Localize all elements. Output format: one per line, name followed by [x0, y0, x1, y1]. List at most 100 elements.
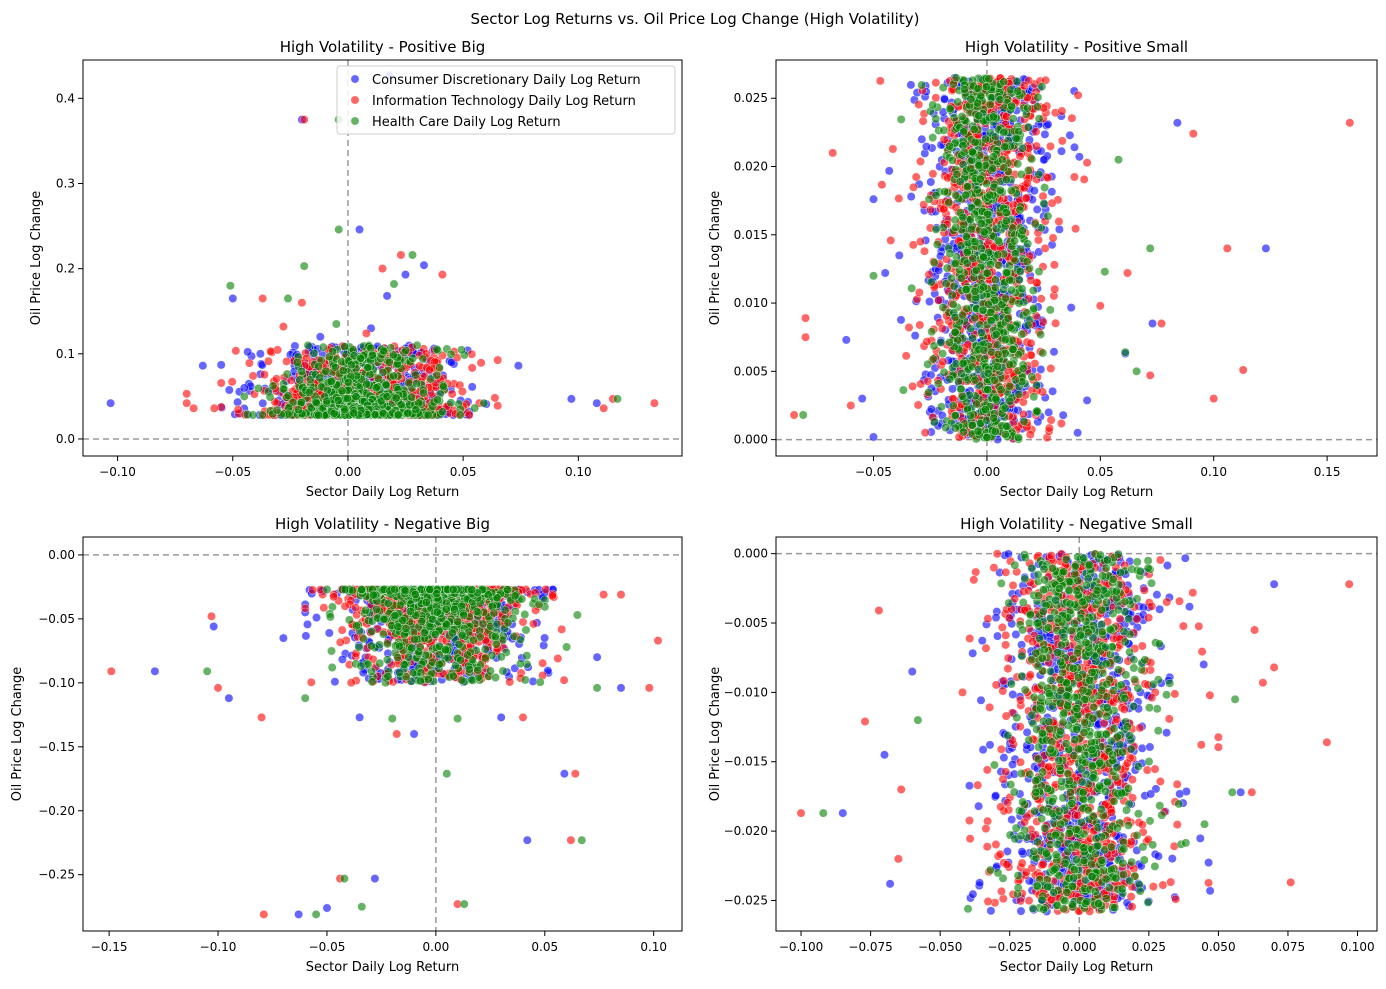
data-point-series-0 — [338, 655, 346, 663]
data-point-series-1 — [1157, 319, 1165, 327]
data-point-series-1 — [217, 379, 225, 387]
data-point-series-2 — [945, 338, 953, 346]
data-point-series-2 — [869, 272, 877, 280]
data-point-series-1 — [1047, 364, 1055, 372]
data-point-series-1 — [477, 359, 485, 367]
legend-marker — [351, 75, 359, 83]
data-point-series-1 — [909, 183, 917, 191]
data-point-series-2 — [967, 225, 975, 233]
data-point-series-1 — [1047, 416, 1055, 424]
data-point-series-2 — [942, 423, 950, 431]
data-point-series-2 — [1000, 164, 1008, 172]
data-point-series-1 — [259, 294, 267, 302]
data-point-series-1 — [491, 394, 499, 402]
data-point-series-2 — [1036, 330, 1044, 338]
data-point-series-2 — [930, 342, 938, 350]
data-point-series-2 — [947, 274, 955, 282]
data-point-series-2 — [1011, 376, 1019, 384]
data-point-series-2 — [946, 249, 954, 257]
data-point-series-2 — [981, 355, 989, 363]
data-point-series-1 — [895, 194, 903, 202]
data-point-series-2 — [1004, 314, 1012, 322]
data-point-series-1 — [932, 79, 940, 87]
data-point-series-2 — [976, 175, 984, 183]
data-point-series-2 — [315, 411, 323, 419]
data-point-series-2 — [958, 392, 966, 400]
data-point-series-2 — [1003, 422, 1011, 430]
data-point-series-0 — [1173, 119, 1181, 127]
data-point-series-2 — [1029, 286, 1037, 294]
data-point-series-2 — [364, 364, 372, 372]
data-point-series-2 — [929, 133, 937, 141]
data-point-series-1 — [1058, 107, 1066, 115]
data-point-series-0 — [1148, 319, 1156, 327]
data-point-series-1 — [1048, 199, 1056, 207]
data-point-series-0 — [842, 336, 850, 344]
data-point-series-2 — [1121, 348, 1129, 356]
data-point-series-1 — [1083, 159, 1091, 167]
data-point-series-0 — [383, 292, 391, 300]
data-point-series-1 — [889, 145, 897, 153]
data-point-series-2 — [1014, 160, 1022, 168]
data-point-series-0 — [540, 634, 548, 642]
data-point-series-2 — [1114, 156, 1122, 164]
y-tick-label: 0.0 — [56, 432, 75, 446]
legend-label: Health Care Daily Log Return — [372, 115, 561, 130]
data-point-series-0 — [925, 297, 933, 305]
data-point-series-2 — [1023, 258, 1031, 266]
data-point-series-2 — [1014, 87, 1022, 95]
y-tick-label: 0.010 — [734, 296, 768, 310]
data-point-series-2 — [1023, 104, 1031, 112]
data-point-series-0 — [1055, 225, 1063, 233]
data-point-series-0 — [540, 641, 548, 649]
data-point-series-1 — [1027, 339, 1035, 347]
data-point-series-2 — [971, 138, 979, 146]
data-point-series-2 — [983, 433, 991, 441]
data-point-series-2 — [1028, 155, 1036, 163]
data-point-series-2 — [963, 183, 971, 191]
data-point-series-1 — [1026, 430, 1034, 438]
data-point-series-1 — [1346, 119, 1354, 127]
data-point-series-2 — [297, 367, 305, 375]
data-point-series-2 — [380, 347, 388, 355]
data-point-series-2 — [974, 85, 982, 93]
data-point-series-2 — [799, 411, 807, 419]
data-point-series-0 — [106, 399, 114, 407]
data-point-series-1 — [245, 359, 253, 367]
data-point-series-2 — [1001, 335, 1009, 343]
data-point-series-2 — [327, 377, 335, 385]
data-point-series-2 — [991, 276, 999, 284]
data-point-series-2 — [968, 334, 976, 342]
data-point-series-2 — [925, 388, 933, 396]
data-point-series-1 — [1146, 371, 1154, 379]
x-tick-label: 0.00 — [974, 465, 1001, 479]
y-tick-label: 0.000 — [734, 433, 768, 447]
data-point-series-2 — [945, 199, 953, 207]
data-point-series-2 — [407, 393, 415, 401]
data-point-series-1 — [267, 347, 275, 355]
data-point-series-2 — [980, 283, 988, 291]
data-point-series-0 — [911, 331, 919, 339]
data-point-series-2 — [1016, 267, 1024, 275]
data-point-series-2 — [457, 346, 465, 354]
data-point-series-2 — [330, 409, 338, 417]
data-point-series-2 — [328, 347, 336, 355]
data-point-series-2 — [960, 85, 968, 93]
data-point-series-2 — [1000, 78, 1008, 86]
data-point-series-2 — [1007, 286, 1015, 294]
data-point-series-2 — [341, 405, 349, 413]
data-point-series-2 — [1001, 404, 1009, 412]
data-point-series-2 — [258, 411, 266, 419]
data-point-series-1 — [908, 382, 916, 390]
data-point-series-2 — [938, 350, 946, 358]
data-point-series-2 — [971, 376, 979, 384]
data-point-series-2 — [951, 328, 959, 336]
x-tick-label: 0.10 — [1200, 465, 1227, 479]
data-point-series-2 — [972, 266, 980, 274]
data-point-series-2 — [1039, 349, 1047, 357]
data-point-series-1 — [650, 399, 658, 407]
data-point-series-2 — [951, 412, 959, 420]
data-point-series-2 — [985, 75, 993, 83]
data-point-series-2 — [996, 95, 1004, 103]
data-point-series-2 — [332, 320, 340, 328]
